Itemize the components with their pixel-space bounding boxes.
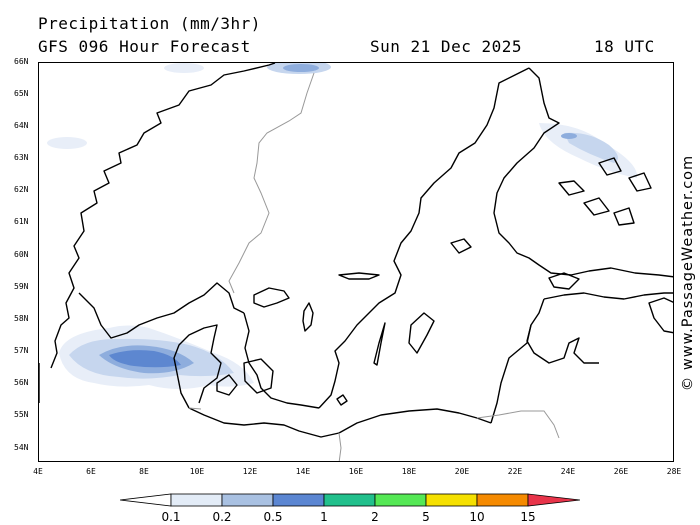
lon-label: 20E bbox=[454, 467, 470, 476]
borders bbox=[188, 72, 560, 461]
precip-area bbox=[47, 137, 87, 149]
lon-label: 12E bbox=[242, 467, 258, 476]
legend-label: 0.5 bbox=[263, 510, 283, 524]
finland-lakes bbox=[558, 157, 652, 226]
legend-label: 15 bbox=[520, 510, 536, 524]
legend-arrow-low bbox=[120, 493, 172, 507]
germany-coast bbox=[188, 407, 340, 438]
denmark-germany-border bbox=[188, 407, 202, 410]
precip-areas bbox=[47, 63, 638, 389]
precip-area bbox=[283, 64, 319, 72]
precip-area bbox=[164, 63, 204, 73]
legend-label: 1 bbox=[320, 510, 328, 524]
precip-area bbox=[564, 132, 618, 163]
lat-label: 60N bbox=[14, 250, 29, 259]
latvia-coast bbox=[526, 298, 599, 364]
legend-label: 0.1 bbox=[161, 510, 181, 524]
lat-label: 58N bbox=[14, 314, 29, 323]
legend-label: 2 bbox=[371, 510, 379, 524]
lat-label: 64N bbox=[14, 121, 29, 130]
lat-label: 59N bbox=[14, 282, 29, 291]
estonia-coast bbox=[543, 292, 673, 300]
lat-label: 65N bbox=[14, 89, 29, 98]
norway-sweden-border bbox=[228, 72, 315, 294]
oland-island bbox=[373, 322, 386, 366]
legend-swatch bbox=[221, 493, 274, 507]
legend-swatch bbox=[476, 493, 529, 507]
lake-malaren bbox=[338, 272, 380, 280]
forecast-subtitle: GFS 096 Hour Forecast bbox=[38, 37, 251, 56]
legend-swatch bbox=[272, 493, 325, 507]
precip-area bbox=[561, 133, 577, 139]
lon-label: 4E bbox=[33, 467, 43, 476]
legend-label: 0.2 bbox=[212, 510, 232, 524]
legend-swatch bbox=[374, 493, 427, 507]
saaremaa-island bbox=[548, 272, 580, 290]
legend-swatch bbox=[323, 493, 376, 507]
lat-label: 62N bbox=[14, 185, 29, 194]
lat-label: 54N bbox=[14, 443, 29, 452]
poland-lithuania-border bbox=[476, 410, 560, 439]
precipitation-legend bbox=[120, 493, 580, 507]
aland-islands bbox=[450, 238, 472, 254]
lithuania-coast bbox=[490, 324, 532, 424]
coastlines bbox=[39, 63, 673, 438]
finland-coast bbox=[493, 67, 673, 278]
legend-label: 10 bbox=[469, 510, 485, 524]
lon-label: 16E bbox=[348, 467, 364, 476]
lon-label: 26E bbox=[613, 467, 629, 476]
watermark: © www.PassageWeather.com bbox=[678, 150, 698, 395]
legend-label: 5 bbox=[422, 510, 430, 524]
lon-label: 8E bbox=[139, 467, 149, 476]
lon-label: 14E bbox=[295, 467, 311, 476]
legend-swatch bbox=[170, 493, 223, 507]
norway-coast bbox=[39, 63, 276, 403]
lat-label: 63N bbox=[14, 153, 29, 162]
legend-arrow-high bbox=[527, 493, 580, 507]
lon-label: 6E bbox=[86, 467, 96, 476]
sweden-east-coast bbox=[318, 67, 530, 409]
norway-south bbox=[78, 282, 245, 339]
lon-label: 22E bbox=[507, 467, 523, 476]
lat-label: 56N bbox=[14, 378, 29, 387]
bornholm-island bbox=[336, 394, 348, 406]
peipus-lake bbox=[648, 297, 673, 334]
precipitation-map bbox=[38, 62, 674, 462]
lon-label: 24E bbox=[560, 467, 576, 476]
lake-vanern bbox=[253, 287, 290, 308]
precip-area bbox=[109, 350, 181, 368]
lon-label: 18E bbox=[401, 467, 417, 476]
legend-swatch bbox=[425, 493, 478, 507]
lat-label: 55N bbox=[14, 410, 29, 419]
lat-label: 61N bbox=[14, 217, 29, 226]
forecast-date: Sun 21 Dec 2025 bbox=[370, 37, 522, 56]
forecast-time: 18 UTC bbox=[594, 37, 655, 56]
germany-poland-border bbox=[338, 432, 342, 461]
zealand-island bbox=[243, 358, 274, 394]
lon-label: 28E bbox=[666, 467, 682, 476]
map-title: Precipitation (mm/3hr) bbox=[38, 14, 261, 33]
jutland bbox=[173, 324, 222, 409]
watermark-text: © www.PassageWeather.com bbox=[680, 154, 696, 391]
gotland-island bbox=[408, 312, 435, 354]
lon-label: 10E bbox=[189, 467, 205, 476]
map-canvas bbox=[39, 63, 673, 461]
poland-coast bbox=[338, 408, 492, 434]
sweden-west-coast bbox=[243, 312, 320, 409]
funen-island bbox=[216, 374, 238, 396]
lat-label: 57N bbox=[14, 346, 29, 355]
lake-vattern bbox=[302, 302, 314, 332]
lat-label: 66N bbox=[14, 57, 29, 66]
